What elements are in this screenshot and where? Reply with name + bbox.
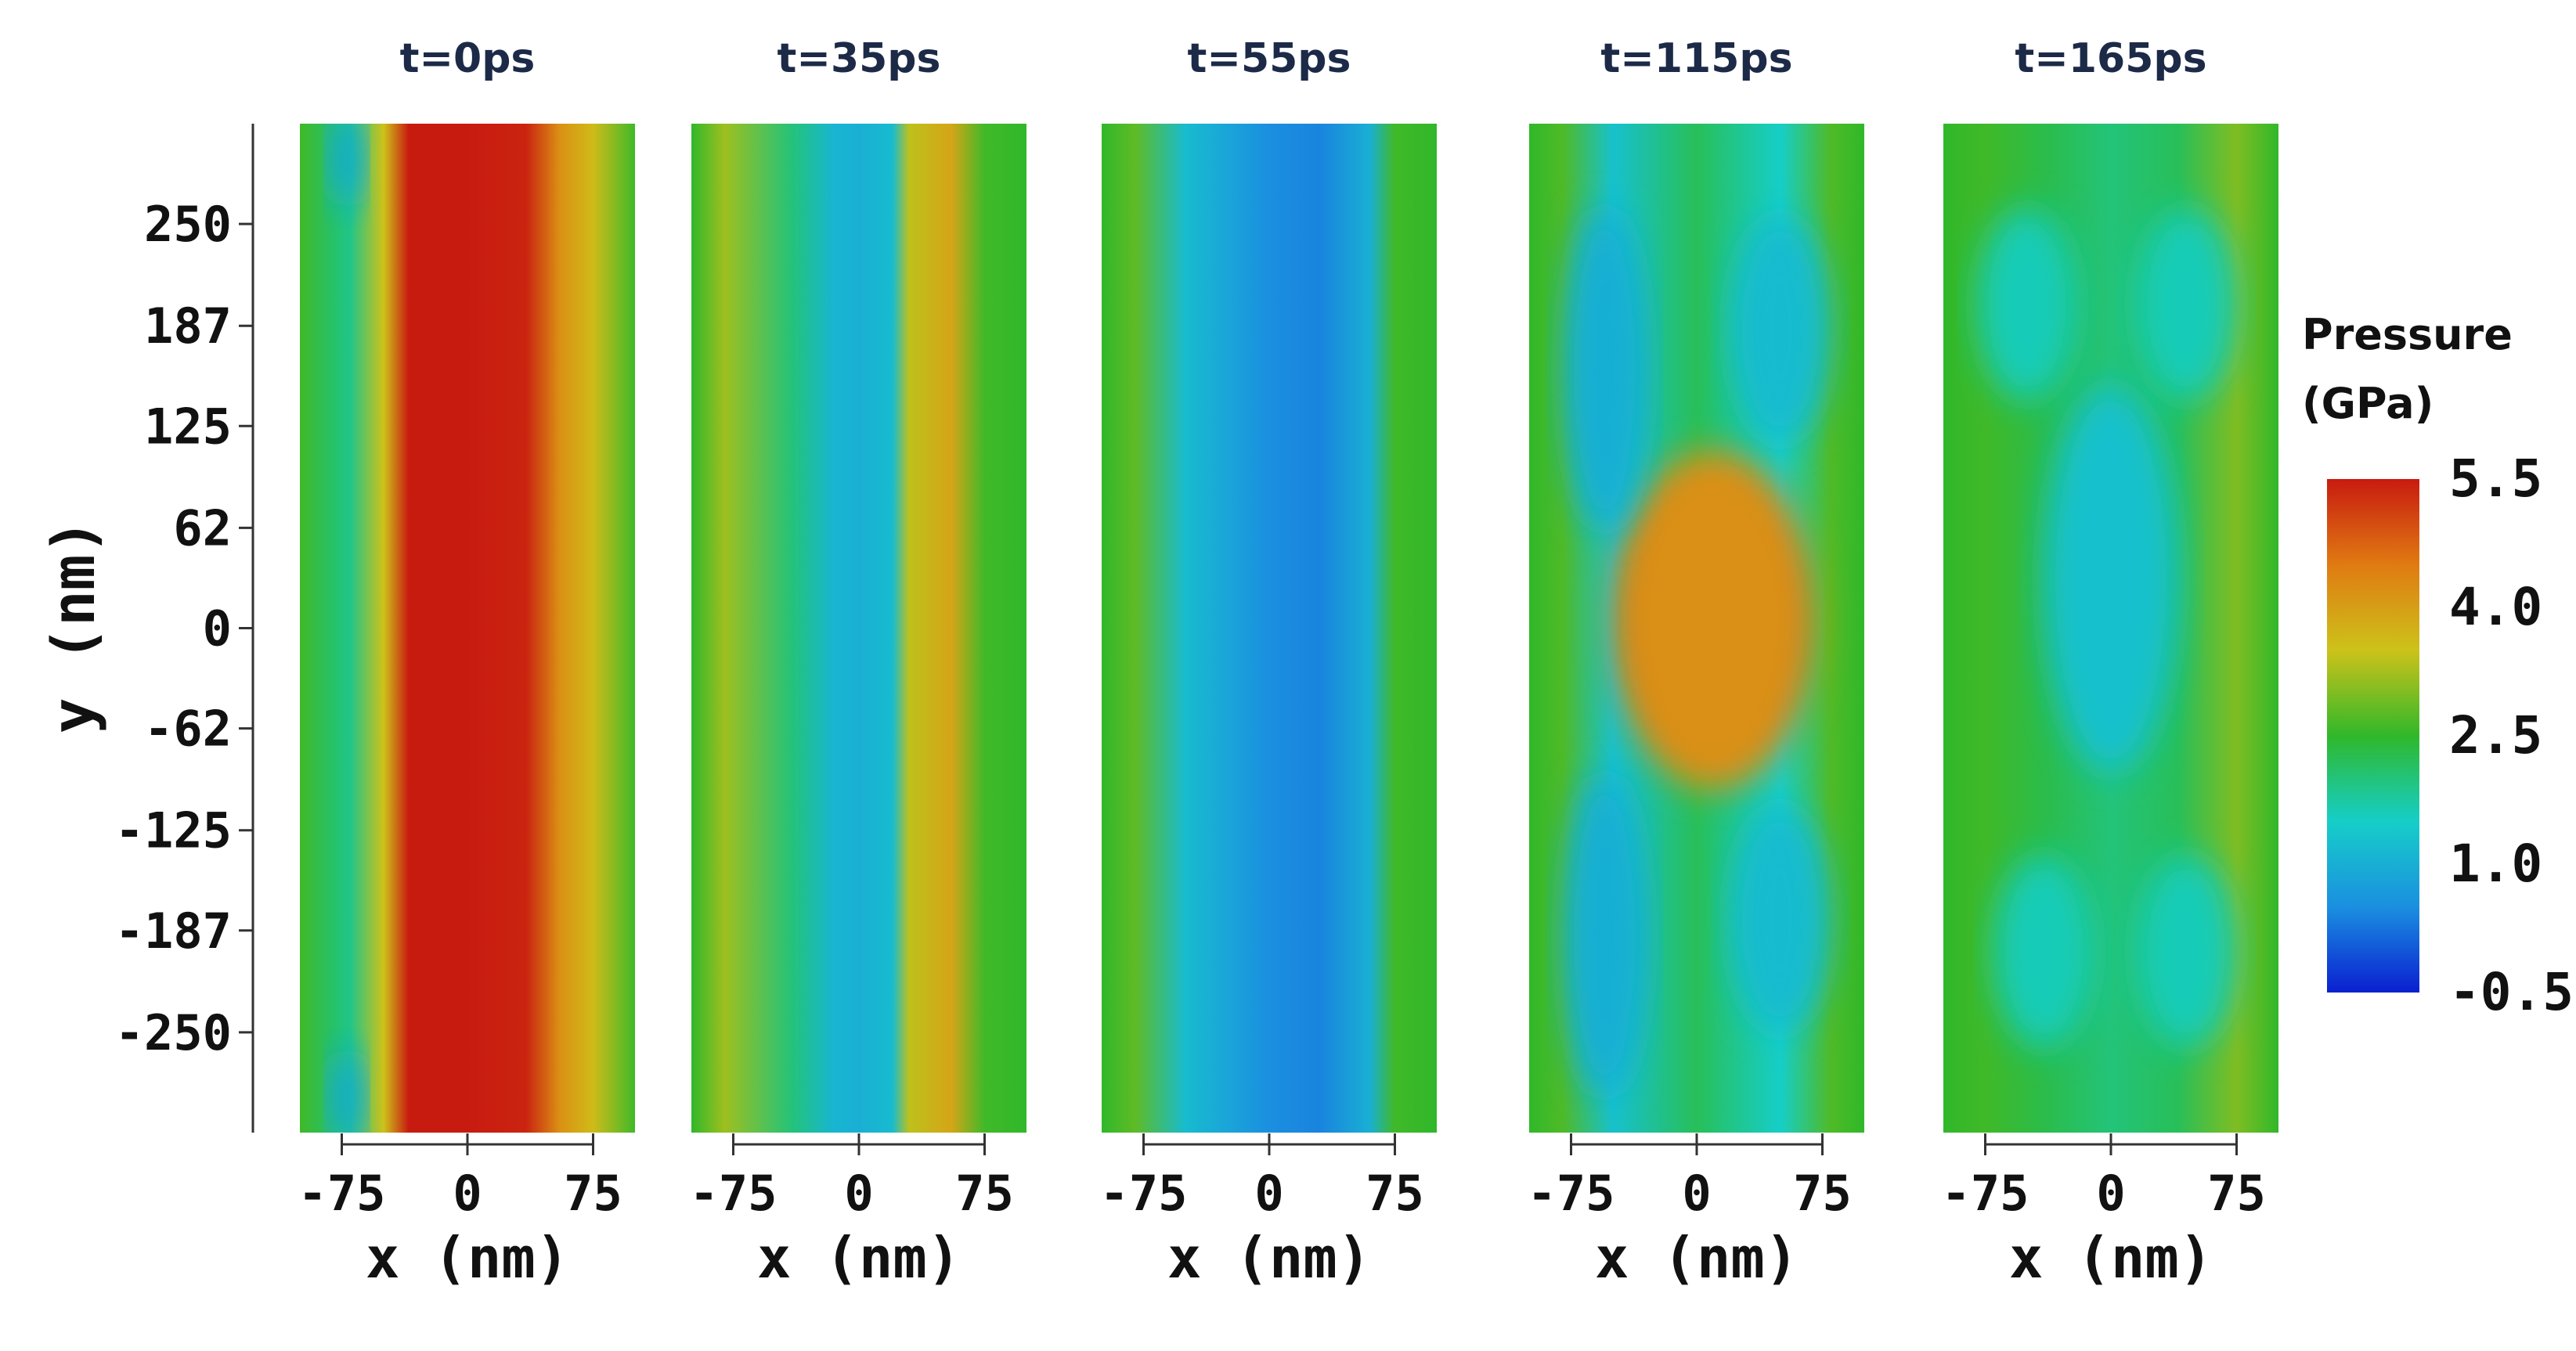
y-tick-label: 187 xyxy=(144,297,232,355)
x-tick-label: 0 xyxy=(1254,1165,1283,1222)
x-axis: -75 0 75x (nm) xyxy=(1942,1133,2266,1291)
x-axis: -75 0 75x (nm) xyxy=(690,1133,1014,1291)
x-tick-label: -75 xyxy=(690,1165,777,1222)
heatmap-panel: t=165ps -75 0 75x (nm) xyxy=(1942,35,2278,1291)
y-tick-label: 125 xyxy=(144,398,232,455)
colorbar-tick-label: 2.5 xyxy=(2449,705,2542,766)
colorbar-tick-label: -0.5 xyxy=(2449,962,2574,1022)
y-tick-label: 250 xyxy=(144,196,232,253)
x-tick-label: 75 xyxy=(564,1165,622,1222)
colorbar: Pressure (GPa) 5.5 4.0 2.5 1.0 -0.5 xyxy=(2302,310,2574,1022)
y-tick-label: -125 xyxy=(115,802,232,859)
x-axis-label: x (nm) xyxy=(366,1225,569,1291)
heatmap-region xyxy=(2136,854,2237,1049)
x-axis: -75 0 75x (nm) xyxy=(1100,1133,1424,1291)
heatmap-panel: t=35ps -75 0 75x (nm) xyxy=(690,35,1026,1291)
heatmap-region xyxy=(1993,854,2094,1049)
x-axis-label: x (nm) xyxy=(2009,1225,2213,1291)
x-tick-label: 75 xyxy=(1793,1165,1852,1222)
x-tick-label: 75 xyxy=(1366,1165,1424,1222)
x-tick-label: -75 xyxy=(1942,1165,2029,1222)
x-axis: -75 0 75x (nm) xyxy=(298,1133,622,1291)
heatmap-field xyxy=(1529,124,1864,1133)
y-tick-label: 0 xyxy=(203,600,232,657)
x-tick-label: 0 xyxy=(453,1165,482,1222)
panel-title: t=115ps xyxy=(1600,35,1792,82)
heatmap-panel: t=55ps -75 0 75x (nm) xyxy=(1100,35,1437,1291)
colorbar-title-line2: (GPa) xyxy=(2302,379,2433,428)
colorbar-title-line1: Pressure xyxy=(2302,310,2513,359)
heatmap-base xyxy=(691,124,1026,1133)
heatmap-region xyxy=(1562,773,1647,1097)
x-tick-label: -75 xyxy=(298,1165,386,1222)
heatmap-region xyxy=(330,124,364,208)
x-tick-label: -75 xyxy=(1528,1165,1615,1222)
x-tick-label: 75 xyxy=(2207,1165,2266,1222)
heatmap-panel: t=0ps -75 0 75x (nm) xyxy=(298,35,635,1291)
heatmap-field xyxy=(300,124,635,1133)
x-axis-label: x (nm) xyxy=(1167,1225,1371,1291)
heatmap-region xyxy=(1730,805,1831,1032)
y-axis-label: y (nm) xyxy=(38,519,108,734)
y-tick-label: 62 xyxy=(173,499,232,557)
heatmap-field xyxy=(691,124,1026,1133)
heatmap-panel: t=115ps -75 0 75x (nm) xyxy=(1528,35,1864,1291)
heatmap-region xyxy=(2136,207,2237,402)
x-tick-label: 0 xyxy=(1682,1165,1711,1222)
colorbar-tick-label: 5.5 xyxy=(2449,449,2542,509)
y-axis: 250 187 125 62 0 -62 -125 -187 -250 y (nm) xyxy=(38,124,254,1133)
x-tick-label: 75 xyxy=(955,1165,1014,1222)
heatmap-field xyxy=(1943,124,2278,1133)
x-axis-label: x (nm) xyxy=(757,1225,961,1291)
y-tick-label: -62 xyxy=(144,701,232,758)
heatmap-field xyxy=(1102,124,1437,1133)
colorbar-tick-label: 1.0 xyxy=(2449,834,2542,894)
panel-title: t=55ps xyxy=(1188,35,1351,82)
x-tick-label: -75 xyxy=(1100,1165,1188,1222)
y-tick-label: -187 xyxy=(115,902,232,960)
heatmap-base xyxy=(1102,124,1437,1133)
heatmap-region xyxy=(1562,207,1647,531)
x-axis-label: x (nm) xyxy=(1595,1225,1799,1291)
y-tick-label: -250 xyxy=(115,1004,232,1061)
heatmap-region xyxy=(1976,207,2078,402)
panel-title: t=35ps xyxy=(777,35,941,82)
colorbar-gradient xyxy=(2327,479,2419,993)
heatmap-base xyxy=(300,124,635,1133)
panel-title: t=0ps xyxy=(400,35,536,82)
x-tick-label: 0 xyxy=(844,1165,873,1222)
x-axis: -75 0 75x (nm) xyxy=(1528,1133,1852,1291)
heatmap-region xyxy=(1730,215,1831,442)
heatmap-region xyxy=(330,1048,364,1133)
heatmap-region xyxy=(1613,450,1814,791)
x-tick-label: 0 xyxy=(2096,1165,2125,1222)
panel-title: t=165ps xyxy=(2015,35,2206,82)
colorbar-tick-label: 4.0 xyxy=(2449,577,2542,637)
heatmap-region xyxy=(2044,385,2178,774)
